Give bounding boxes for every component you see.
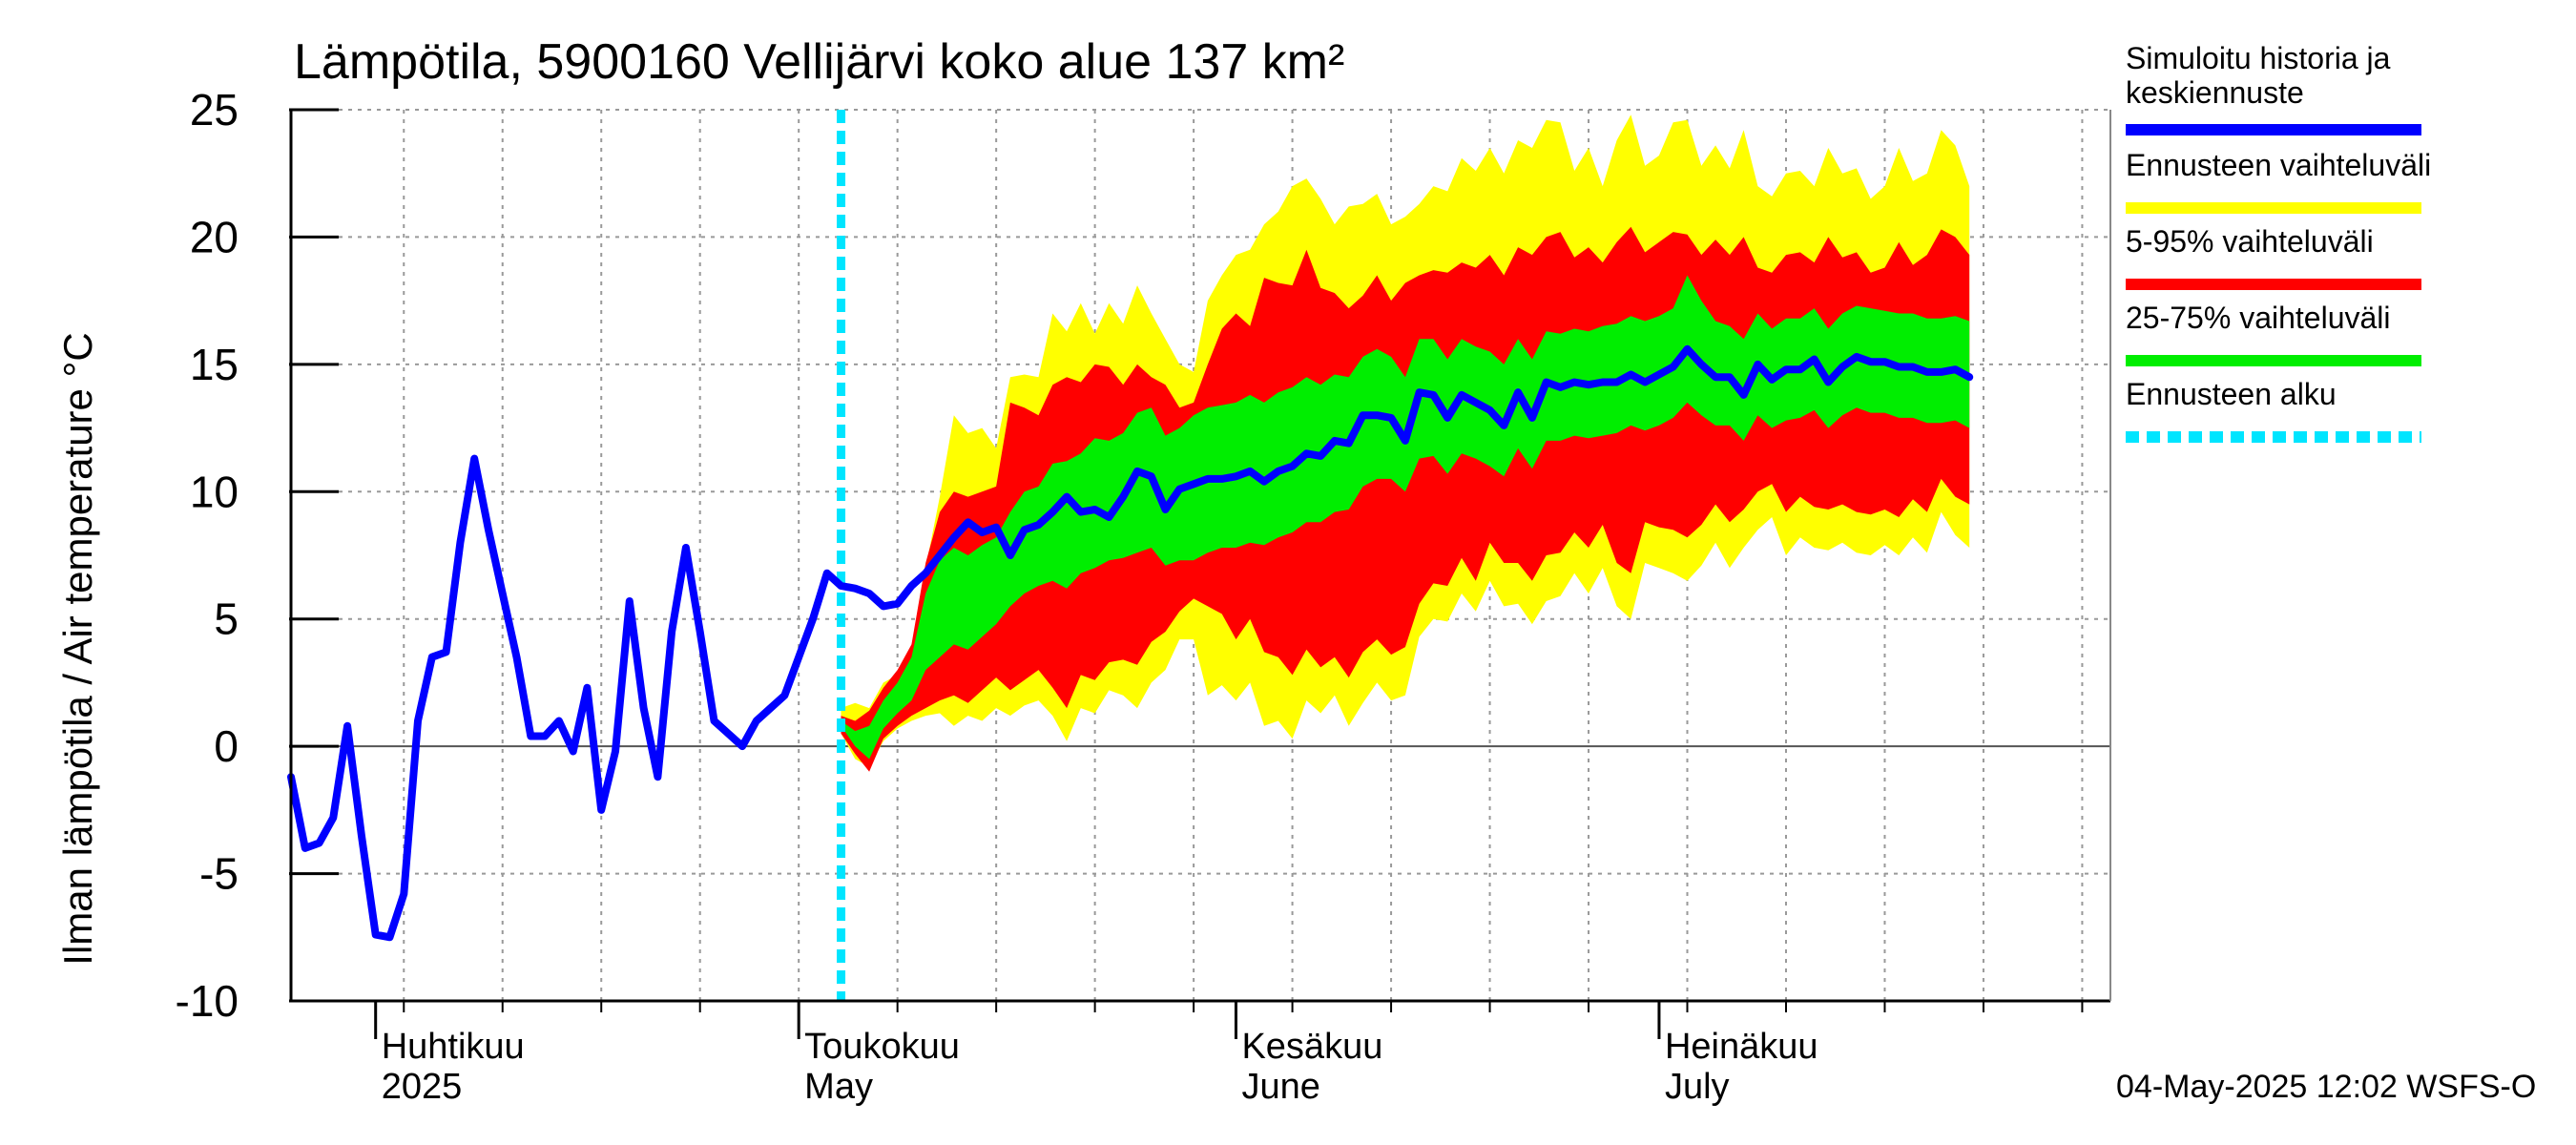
- legend-label: keskiennuste: [2126, 75, 2304, 110]
- month-label-bottom: July: [1665, 1067, 1730, 1107]
- legend-label: Ennusteen alku: [2126, 377, 2337, 411]
- month-label-bottom: May: [804, 1067, 873, 1107]
- y-tick-label: -5: [199, 849, 239, 899]
- axes: [289, 108, 2111, 1039]
- y-tick-labels: 25 20 15 10 5 0 -5 -10: [176, 85, 239, 1026]
- y-tick-label: 10: [190, 467, 239, 516]
- month-label-top: Huhtikuu: [382, 1027, 525, 1067]
- range-25-75-area: [841, 275, 1970, 760]
- y-tick-label: 15: [190, 340, 239, 389]
- month-label-top: Kesäkuu: [1241, 1027, 1382, 1067]
- legend-label: Ennusteen vaihteluväli: [2126, 148, 2431, 182]
- history-median-series-line: [287, 344, 1974, 942]
- legend-label: Simuloitu historia ja: [2126, 41, 2391, 75]
- footer-timestamp: 04-May-2025 12:02 WSFS-O: [2116, 1069, 2536, 1105]
- history-and-median-line: [287, 110, 1974, 1001]
- y-tick-label: 20: [190, 212, 239, 261]
- y-tick-label: -10: [176, 976, 239, 1026]
- y-tick-label: 25: [190, 85, 239, 135]
- month-label-bottom: 2025: [382, 1067, 463, 1107]
- legend-label: 5-95% vaihteluväli: [2126, 224, 2374, 259]
- month-label-bottom: June: [1241, 1067, 1319, 1107]
- legend-label: 25-75% vaihteluväli: [2126, 301, 2391, 335]
- month-label-top: Toukokuu: [804, 1027, 960, 1067]
- y-axis-label: Ilman lämpötila / Air temperature °C: [55, 332, 100, 965]
- month-label-top: Heinäkuu: [1665, 1027, 1818, 1067]
- chart-title: Lämpötila, 5900160 Vellijärvi koko alue …: [294, 34, 1344, 90]
- y-tick-label: 0: [214, 721, 239, 771]
- y-tick-label: 5: [214, 594, 239, 644]
